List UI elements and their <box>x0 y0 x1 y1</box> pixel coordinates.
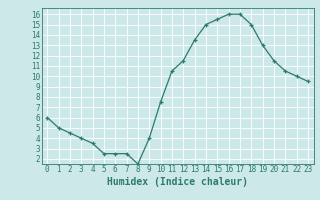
X-axis label: Humidex (Indice chaleur): Humidex (Indice chaleur) <box>107 177 248 187</box>
